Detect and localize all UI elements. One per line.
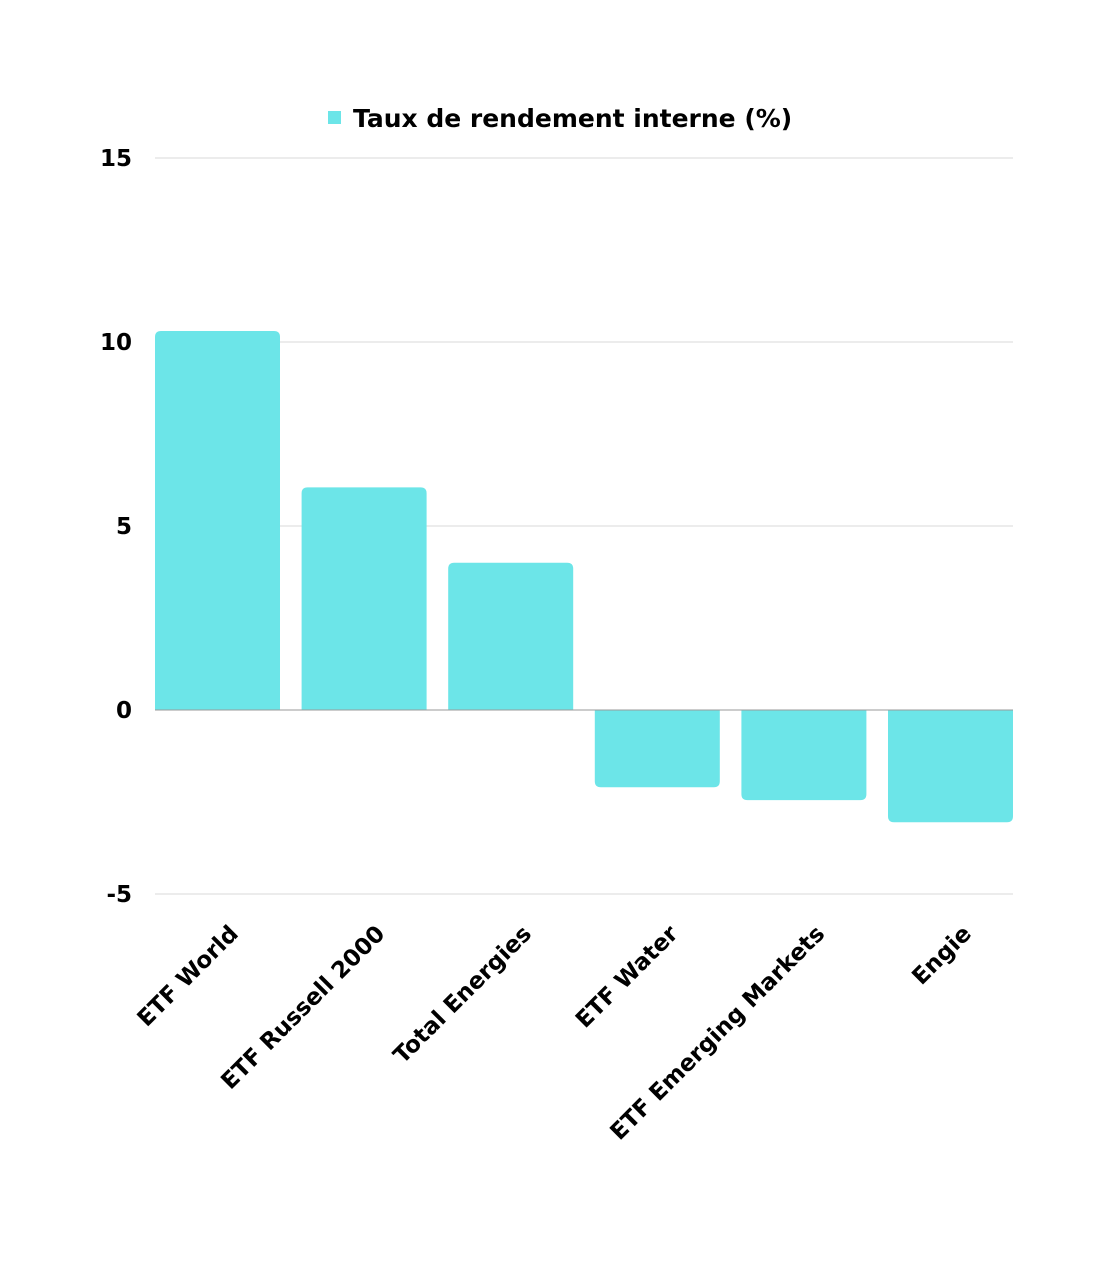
legend-swatch <box>328 111 341 124</box>
bars <box>155 330 1013 823</box>
x-tick-label: Engie <box>907 921 976 990</box>
y-axis: 15 10 5 0 -5 <box>100 146 132 908</box>
legend: Taux de rendement interne (%) <box>328 104 792 133</box>
y-tick-label: 10 <box>100 330 132 356</box>
y-tick-label: -5 <box>106 882 132 908</box>
y-tick-label: 15 <box>100 146 132 172</box>
bar-total-energies <box>448 562 574 710</box>
bar-engie <box>888 710 1013 823</box>
grid <box>155 157 1013 895</box>
legend-label: Taux de rendement interne (%) <box>353 104 792 133</box>
x-tick-label: Total Energies <box>389 921 537 1069</box>
bar-etf-emerging-markets <box>741 710 867 801</box>
x-tick-label: ETF Water <box>571 920 684 1033</box>
bar-etf-russell-2000 <box>301 487 427 710</box>
y-tick-label: 0 <box>116 698 132 724</box>
x-tick-label: ETF Russell 2000 <box>216 921 390 1095</box>
bar-etf-world <box>155 330 280 710</box>
y-tick-label: 5 <box>116 514 132 540</box>
bar-etf-water <box>594 710 720 788</box>
x-tick-label: ETF World <box>133 921 244 1032</box>
